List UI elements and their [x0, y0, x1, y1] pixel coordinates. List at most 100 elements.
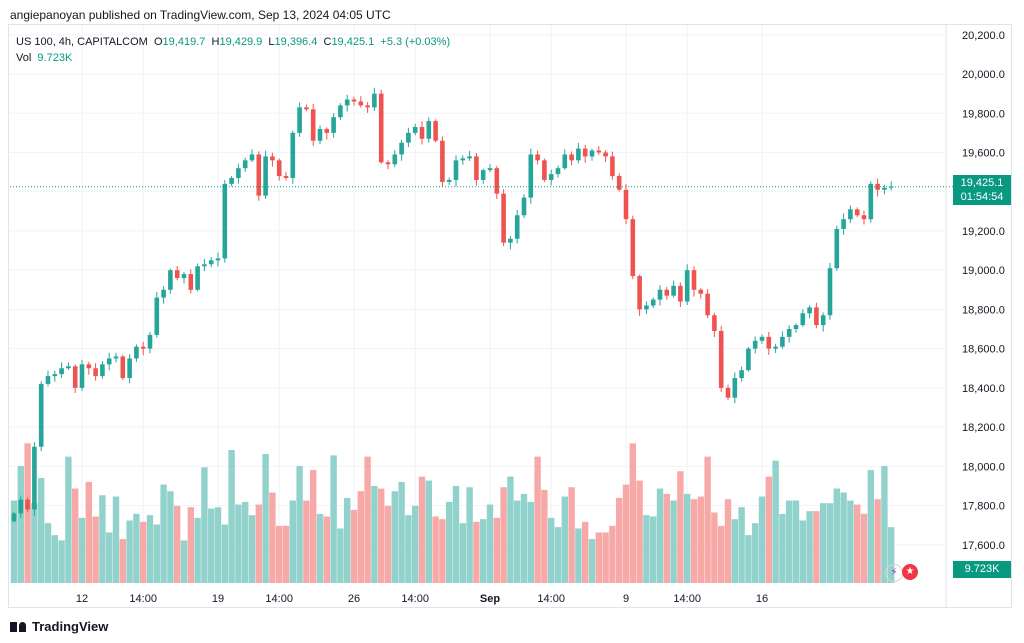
- candle-up: [202, 264, 207, 267]
- candle-up: [215, 258, 221, 261]
- volume-bar: [697, 496, 704, 583]
- candle-up: [79, 364, 85, 388]
- volume-bar: [548, 517, 555, 583]
- candle-down: [351, 99, 357, 102]
- publisher-line: angiepanoyan published on TradingView.co…: [10, 8, 391, 22]
- volume-bar: [344, 497, 351, 583]
- time-tick-label: 14:00: [401, 593, 429, 605]
- candle-up: [521, 197, 527, 216]
- volume-bar: [378, 488, 385, 583]
- candle-up: [732, 378, 738, 398]
- volume-bar: [459, 523, 466, 583]
- candle-down: [535, 154, 540, 161]
- candle-down: [698, 289, 704, 294]
- candle-up: [18, 499, 24, 514]
- candle-down: [501, 193, 506, 243]
- candle-up: [467, 156, 472, 159]
- volume-bar: [289, 500, 296, 583]
- volume-bar: [269, 492, 276, 583]
- volume-bar: [99, 495, 106, 583]
- volume-bar: [24, 443, 31, 583]
- candle-down: [712, 315, 717, 331]
- candle-up: [100, 364, 105, 377]
- volume-bar: [282, 525, 290, 583]
- candle-up: [589, 150, 595, 157]
- volume-bar: [813, 511, 820, 583]
- volume-bar: [126, 520, 133, 583]
- candle-up: [399, 142, 404, 155]
- volume-bar: [296, 465, 303, 583]
- volume-bar: [500, 487, 507, 583]
- grid-lines: [10, 25, 946, 584]
- candle-up: [11, 513, 17, 522]
- candle-down: [691, 270, 697, 290]
- candle-up: [338, 105, 343, 118]
- candle-up: [344, 99, 350, 106]
- candle-up: [888, 186, 894, 188]
- candle-up: [793, 325, 799, 330]
- candle-down: [705, 293, 710, 316]
- volume-bar: [350, 509, 358, 583]
- candle-down: [542, 160, 547, 180]
- chart-pane[interactable]: [8, 24, 1012, 608]
- volume-bar: [534, 456, 541, 583]
- volume-bar: [745, 535, 752, 583]
- volume-bar: [112, 496, 120, 583]
- us-flag-icon[interactable]: ★: [902, 564, 918, 580]
- legend-symbol[interactable]: US 100, 4h, CAPITALCOM: [16, 36, 148, 48]
- volume-bar: [643, 515, 650, 583]
- candle-up: [263, 156, 268, 196]
- volume-bar: [446, 501, 453, 583]
- volume-bar: [255, 504, 262, 583]
- candle-down: [324, 128, 330, 133]
- volume-bar: [310, 469, 317, 583]
- volume-bar: [58, 540, 65, 583]
- candle-up: [236, 168, 241, 178]
- volume-bar: [690, 499, 698, 583]
- candle-down: [603, 152, 608, 157]
- candle-up: [841, 219, 846, 229]
- volume-bar: [663, 493, 670, 583]
- volume-bar: [180, 540, 188, 583]
- candle-down: [378, 93, 384, 163]
- volume-bar: [418, 476, 426, 583]
- candle-up: [168, 270, 173, 290]
- last-price-tag: 19,425.1 01:54:54: [953, 175, 1011, 205]
- volume-bar: [452, 485, 460, 583]
- volume-bar: [616, 497, 623, 583]
- legend-high-label: H: [211, 36, 220, 48]
- volume-bar: [684, 493, 691, 583]
- tradingview-logo[interactable]: TradingView: [10, 619, 108, 634]
- candle-down: [637, 276, 642, 310]
- volume-bar: [820, 503, 827, 583]
- legend-low: 19,396.4: [274, 36, 318, 48]
- legend-vol-label[interactable]: Vol: [16, 52, 32, 64]
- volume-bar: [493, 517, 500, 583]
- volume-bar: [146, 515, 154, 583]
- candle-up: [127, 358, 132, 379]
- volume-bar: [656, 488, 664, 583]
- price-tick-label: 19,800.0: [962, 108, 1005, 120]
- volume-bar: [167, 491, 174, 583]
- candle-up: [297, 107, 302, 133]
- candle-up: [739, 370, 744, 379]
- price-tick-label: 20,200.0: [962, 30, 1005, 42]
- volume-bar: [718, 525, 725, 583]
- candle-down: [25, 499, 30, 510]
- volume-bar: [833, 488, 840, 583]
- volume-bar: [228, 450, 235, 583]
- candle-up: [106, 358, 112, 365]
- volume-bar: [432, 516, 439, 583]
- candle-down: [861, 215, 867, 220]
- candle-up: [780, 336, 785, 347]
- volume-bar: [323, 516, 330, 583]
- flash-icon[interactable]: ⚡: [885, 564, 903, 582]
- volume-bar: [650, 516, 657, 583]
- candle-down: [569, 154, 574, 161]
- candle-up: [834, 228, 840, 269]
- candle-down: [93, 368, 98, 377]
- legend: US 100, 4h, CAPITALCOM O19,419.7 H19,429…: [16, 34, 450, 66]
- candle-down: [419, 126, 425, 139]
- volume-bar: [303, 500, 310, 583]
